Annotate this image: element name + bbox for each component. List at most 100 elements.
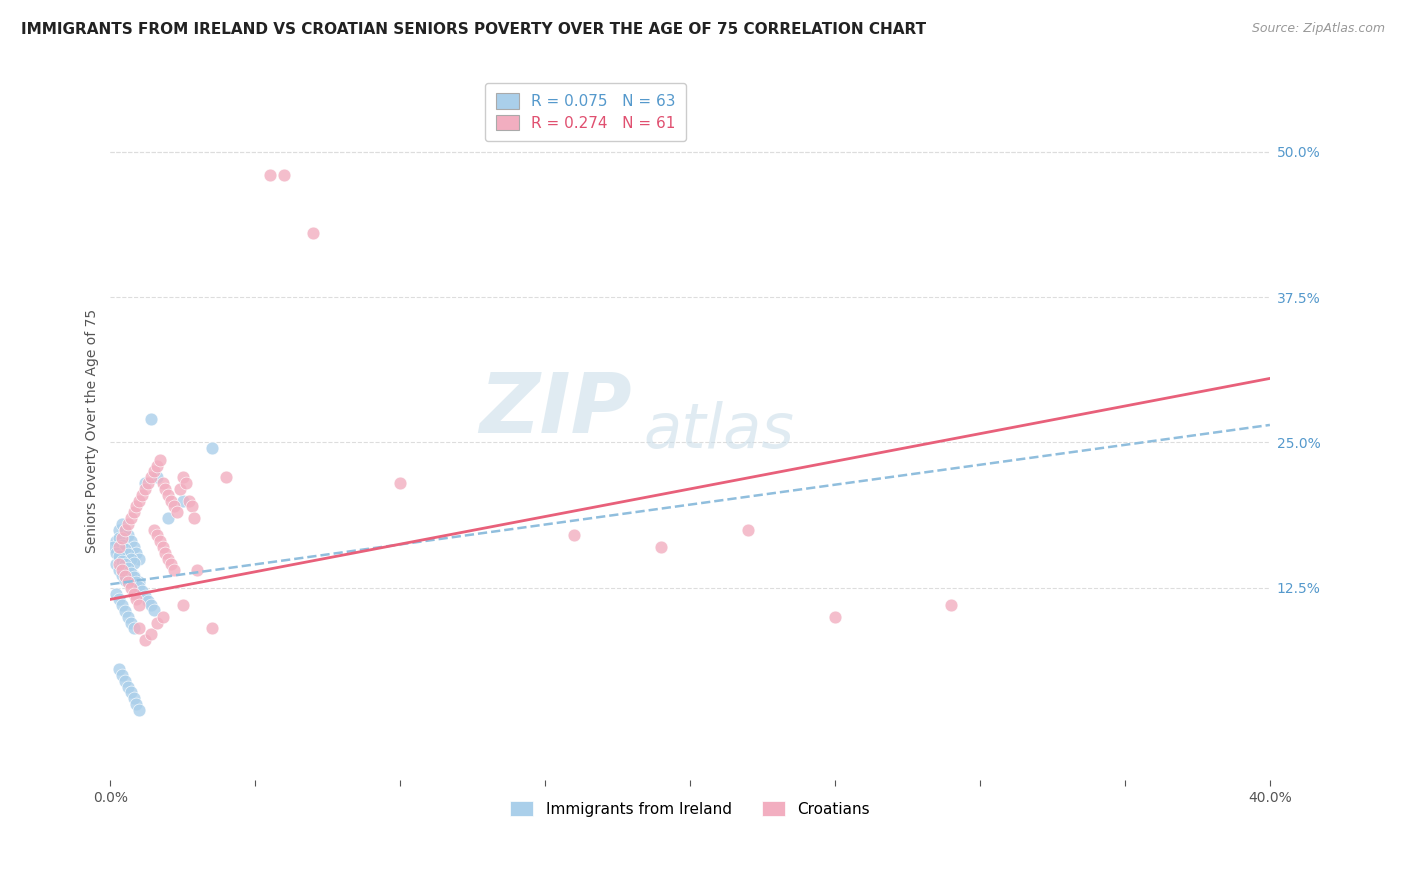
Text: atlas: atlas <box>644 401 794 461</box>
Point <box>111 516 134 531</box>
Point <box>125 592 148 607</box>
Point <box>125 500 148 514</box>
Point <box>149 534 172 549</box>
Point <box>114 573 136 587</box>
Text: Source: ZipAtlas.com: Source: ZipAtlas.com <box>1251 22 1385 36</box>
Point <box>122 569 145 583</box>
Point <box>155 546 177 560</box>
Point <box>131 488 153 502</box>
Point <box>114 673 136 688</box>
Point <box>139 412 162 426</box>
Point <box>128 580 150 594</box>
Point <box>163 500 186 514</box>
Point <box>108 592 131 607</box>
Point <box>108 563 131 577</box>
Text: ZIP: ZIP <box>479 369 633 450</box>
Point <box>105 586 128 600</box>
Point <box>108 558 131 572</box>
Point <box>120 551 142 566</box>
Point <box>139 598 162 612</box>
Point <box>114 604 136 618</box>
Point <box>120 685 142 699</box>
Point <box>824 609 846 624</box>
Point <box>111 531 134 545</box>
Point <box>152 540 174 554</box>
Point <box>111 668 134 682</box>
Point <box>108 523 131 537</box>
Point <box>152 609 174 624</box>
Point <box>117 547 139 561</box>
Point <box>134 482 156 496</box>
Y-axis label: Seniors Poverty Over the Age of 75: Seniors Poverty Over the Age of 75 <box>86 309 100 553</box>
Point <box>117 609 139 624</box>
Point <box>120 615 142 630</box>
Point <box>108 551 131 566</box>
Point <box>120 581 142 595</box>
Text: IMMIGRANTS FROM IRELAND VS CROATIAN SENIORS POVERTY OVER THE AGE OF 75 CORRELATI: IMMIGRANTS FROM IRELAND VS CROATIAN SENI… <box>21 22 927 37</box>
Point <box>201 441 224 455</box>
Point <box>105 546 128 560</box>
Point <box>122 540 145 554</box>
Point <box>111 554 134 568</box>
Point <box>142 465 165 479</box>
Point <box>134 476 156 491</box>
Point <box>939 598 962 612</box>
Point <box>108 549 131 564</box>
Point <box>157 488 180 502</box>
Point <box>117 528 139 542</box>
Point <box>128 574 150 589</box>
Point <box>134 633 156 648</box>
Point <box>111 598 134 612</box>
Point <box>180 500 202 514</box>
Point <box>111 538 134 552</box>
Point <box>117 516 139 531</box>
Point <box>136 476 159 491</box>
Point <box>117 561 139 575</box>
Point <box>273 168 295 182</box>
Point <box>108 531 131 545</box>
Point <box>108 662 131 676</box>
Point <box>142 523 165 537</box>
Point <box>114 523 136 537</box>
Point <box>134 589 156 603</box>
Point <box>125 574 148 589</box>
Point <box>114 558 136 572</box>
Point <box>166 505 188 519</box>
Point <box>131 584 153 599</box>
Point <box>562 528 585 542</box>
Point <box>146 528 169 542</box>
Point <box>142 603 165 617</box>
Point <box>114 523 136 537</box>
Point <box>177 493 200 508</box>
Point <box>155 482 177 496</box>
Point <box>117 680 139 694</box>
Point <box>122 586 145 600</box>
Point <box>174 476 197 491</box>
Point <box>108 540 131 554</box>
Point <box>114 569 136 583</box>
Point <box>120 511 142 525</box>
Point <box>146 615 169 630</box>
Point <box>105 558 128 572</box>
Point <box>650 540 672 554</box>
Point <box>125 573 148 587</box>
Point <box>117 574 139 589</box>
Point <box>172 598 194 612</box>
Point <box>215 470 238 484</box>
Point <box>172 493 194 508</box>
Point <box>122 557 145 571</box>
Point <box>125 546 148 560</box>
Point <box>201 622 224 636</box>
Point <box>152 476 174 491</box>
Point <box>259 168 281 182</box>
Point <box>160 493 183 508</box>
Point <box>122 570 145 584</box>
Point <box>172 470 194 484</box>
Point <box>139 470 162 484</box>
Point <box>146 470 169 484</box>
Point <box>111 568 134 582</box>
Point <box>149 452 172 467</box>
Point <box>389 476 412 491</box>
Point <box>128 598 150 612</box>
Point <box>122 691 145 706</box>
